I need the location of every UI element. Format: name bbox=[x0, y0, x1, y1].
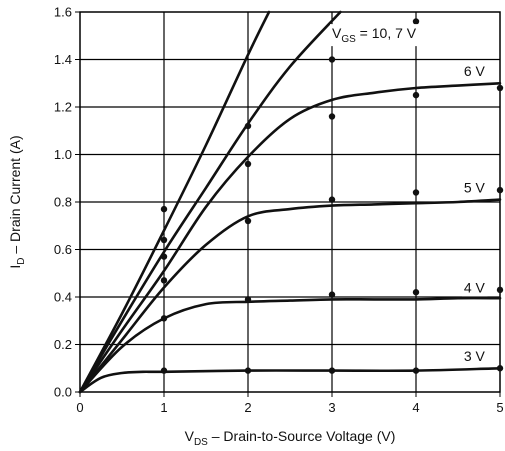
data-point bbox=[328, 196, 336, 203]
curve-label-backing bbox=[461, 347, 488, 366]
data-points bbox=[160, 18, 504, 374]
data-point bbox=[244, 160, 252, 168]
y-axis-ticks: 0.0 0.2 0.4 0.6 0.8 1.0 1.2 1.4 1.6 bbox=[54, 5, 80, 400]
x-tick-label: 2 bbox=[244, 400, 251, 415]
y-tick-label: 1.0 bbox=[54, 147, 72, 162]
curve-label-backing bbox=[461, 278, 488, 297]
data-point bbox=[496, 286, 504, 294]
series-line bbox=[78, 198, 502, 394]
x-tick-label: 3 bbox=[328, 400, 335, 415]
data-point bbox=[496, 365, 504, 372]
y-tick-label: 1.6 bbox=[54, 5, 72, 20]
data-point bbox=[244, 122, 252, 130]
series-line bbox=[78, 367, 502, 394]
data-point bbox=[160, 277, 168, 284]
y-tick-label: 0.2 bbox=[54, 337, 72, 352]
curve-label-vgs-4: 4 V bbox=[464, 279, 486, 295]
x-axis-ticks: 0 1 2 3 4 5 bbox=[76, 392, 504, 415]
x-tick-label: 5 bbox=[496, 400, 503, 415]
series-line bbox=[78, 10, 342, 394]
curve-label-backing bbox=[461, 178, 488, 197]
y-tick-label: 0.6 bbox=[54, 242, 72, 257]
x-tick-label: 4 bbox=[412, 400, 419, 415]
data-point bbox=[160, 315, 168, 322]
curve-label-backing bbox=[330, 24, 419, 47]
data-point bbox=[328, 291, 336, 298]
data-point bbox=[496, 84, 504, 92]
series-line bbox=[78, 296, 502, 394]
x-tick-label: 0 bbox=[76, 400, 83, 415]
y-tick-label: 0.8 bbox=[54, 195, 72, 210]
data-point bbox=[328, 56, 336, 63]
data-point bbox=[160, 253, 168, 260]
data-point bbox=[328, 367, 336, 374]
y-tick-label: 1.2 bbox=[54, 100, 72, 115]
data-point bbox=[412, 18, 420, 25]
data-point bbox=[244, 367, 252, 374]
x-tick-label: 1 bbox=[160, 400, 167, 415]
curve-label-vgs-10-7: VGS = 10, 7 V bbox=[332, 25, 417, 45]
data-point bbox=[496, 186, 504, 194]
series-line bbox=[78, 10, 271, 394]
data-point bbox=[412, 289, 420, 296]
curve-label-vgs-3: 3 V bbox=[464, 348, 486, 364]
y-tick-label: 0.0 bbox=[54, 385, 72, 400]
curve-labels: VGS = 10, 7 V 6 V 5 V 4 V 3 V bbox=[330, 24, 488, 366]
data-point bbox=[412, 91, 420, 99]
grid bbox=[80, 12, 500, 392]
curves bbox=[78, 10, 502, 394]
data-point bbox=[412, 367, 420, 374]
curve-label-backing bbox=[461, 62, 488, 81]
curve-label-vgs-5: 5 V bbox=[464, 180, 486, 196]
data-point bbox=[244, 217, 252, 225]
curve-label-vgs-6: 6 V bbox=[464, 63, 486, 79]
data-point bbox=[244, 296, 252, 303]
y-tick-label: 1.4 bbox=[54, 52, 72, 67]
x-axis-label: VDS – Drain-to-Source Voltage (V) bbox=[185, 428, 396, 448]
data-point bbox=[412, 189, 420, 196]
y-tick-label: 0.4 bbox=[54, 290, 72, 305]
series-line bbox=[78, 82, 502, 394]
data-point bbox=[160, 367, 168, 374]
data-point bbox=[160, 205, 168, 213]
y-axis-label: ID – Drain Current (A) bbox=[7, 135, 27, 268]
data-point bbox=[160, 236, 168, 244]
data-point bbox=[328, 113, 336, 120]
